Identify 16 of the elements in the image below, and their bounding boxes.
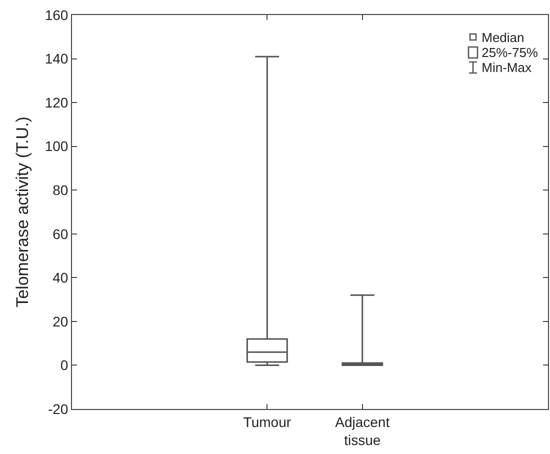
y-tick-label: 20 (52, 313, 68, 330)
x-tick-label: Tumour (243, 414, 292, 430)
y-tick-label: 160 (44, 6, 68, 23)
y-tick-label: 60 (52, 226, 68, 242)
annotation: Median (482, 30, 524, 45)
y-tick-label: 0 (60, 357, 68, 374)
y-tick-label: 140 (44, 50, 68, 67)
y-tick-label: 100 (44, 138, 68, 154)
y-tick-label: 120 (44, 94, 68, 110)
annotation: Min-Max (482, 60, 532, 75)
y-tick-label: -20 (48, 400, 68, 417)
y-tick-label: 80 (52, 182, 68, 198)
x-tick-label: Adjacent tissue (335, 414, 390, 448)
y-tick-label: 40 (52, 270, 68, 286)
y-axis-title: Telomerase activity (T.U.) (13, 116, 32, 308)
annotation: 25%-75% (482, 45, 538, 60)
